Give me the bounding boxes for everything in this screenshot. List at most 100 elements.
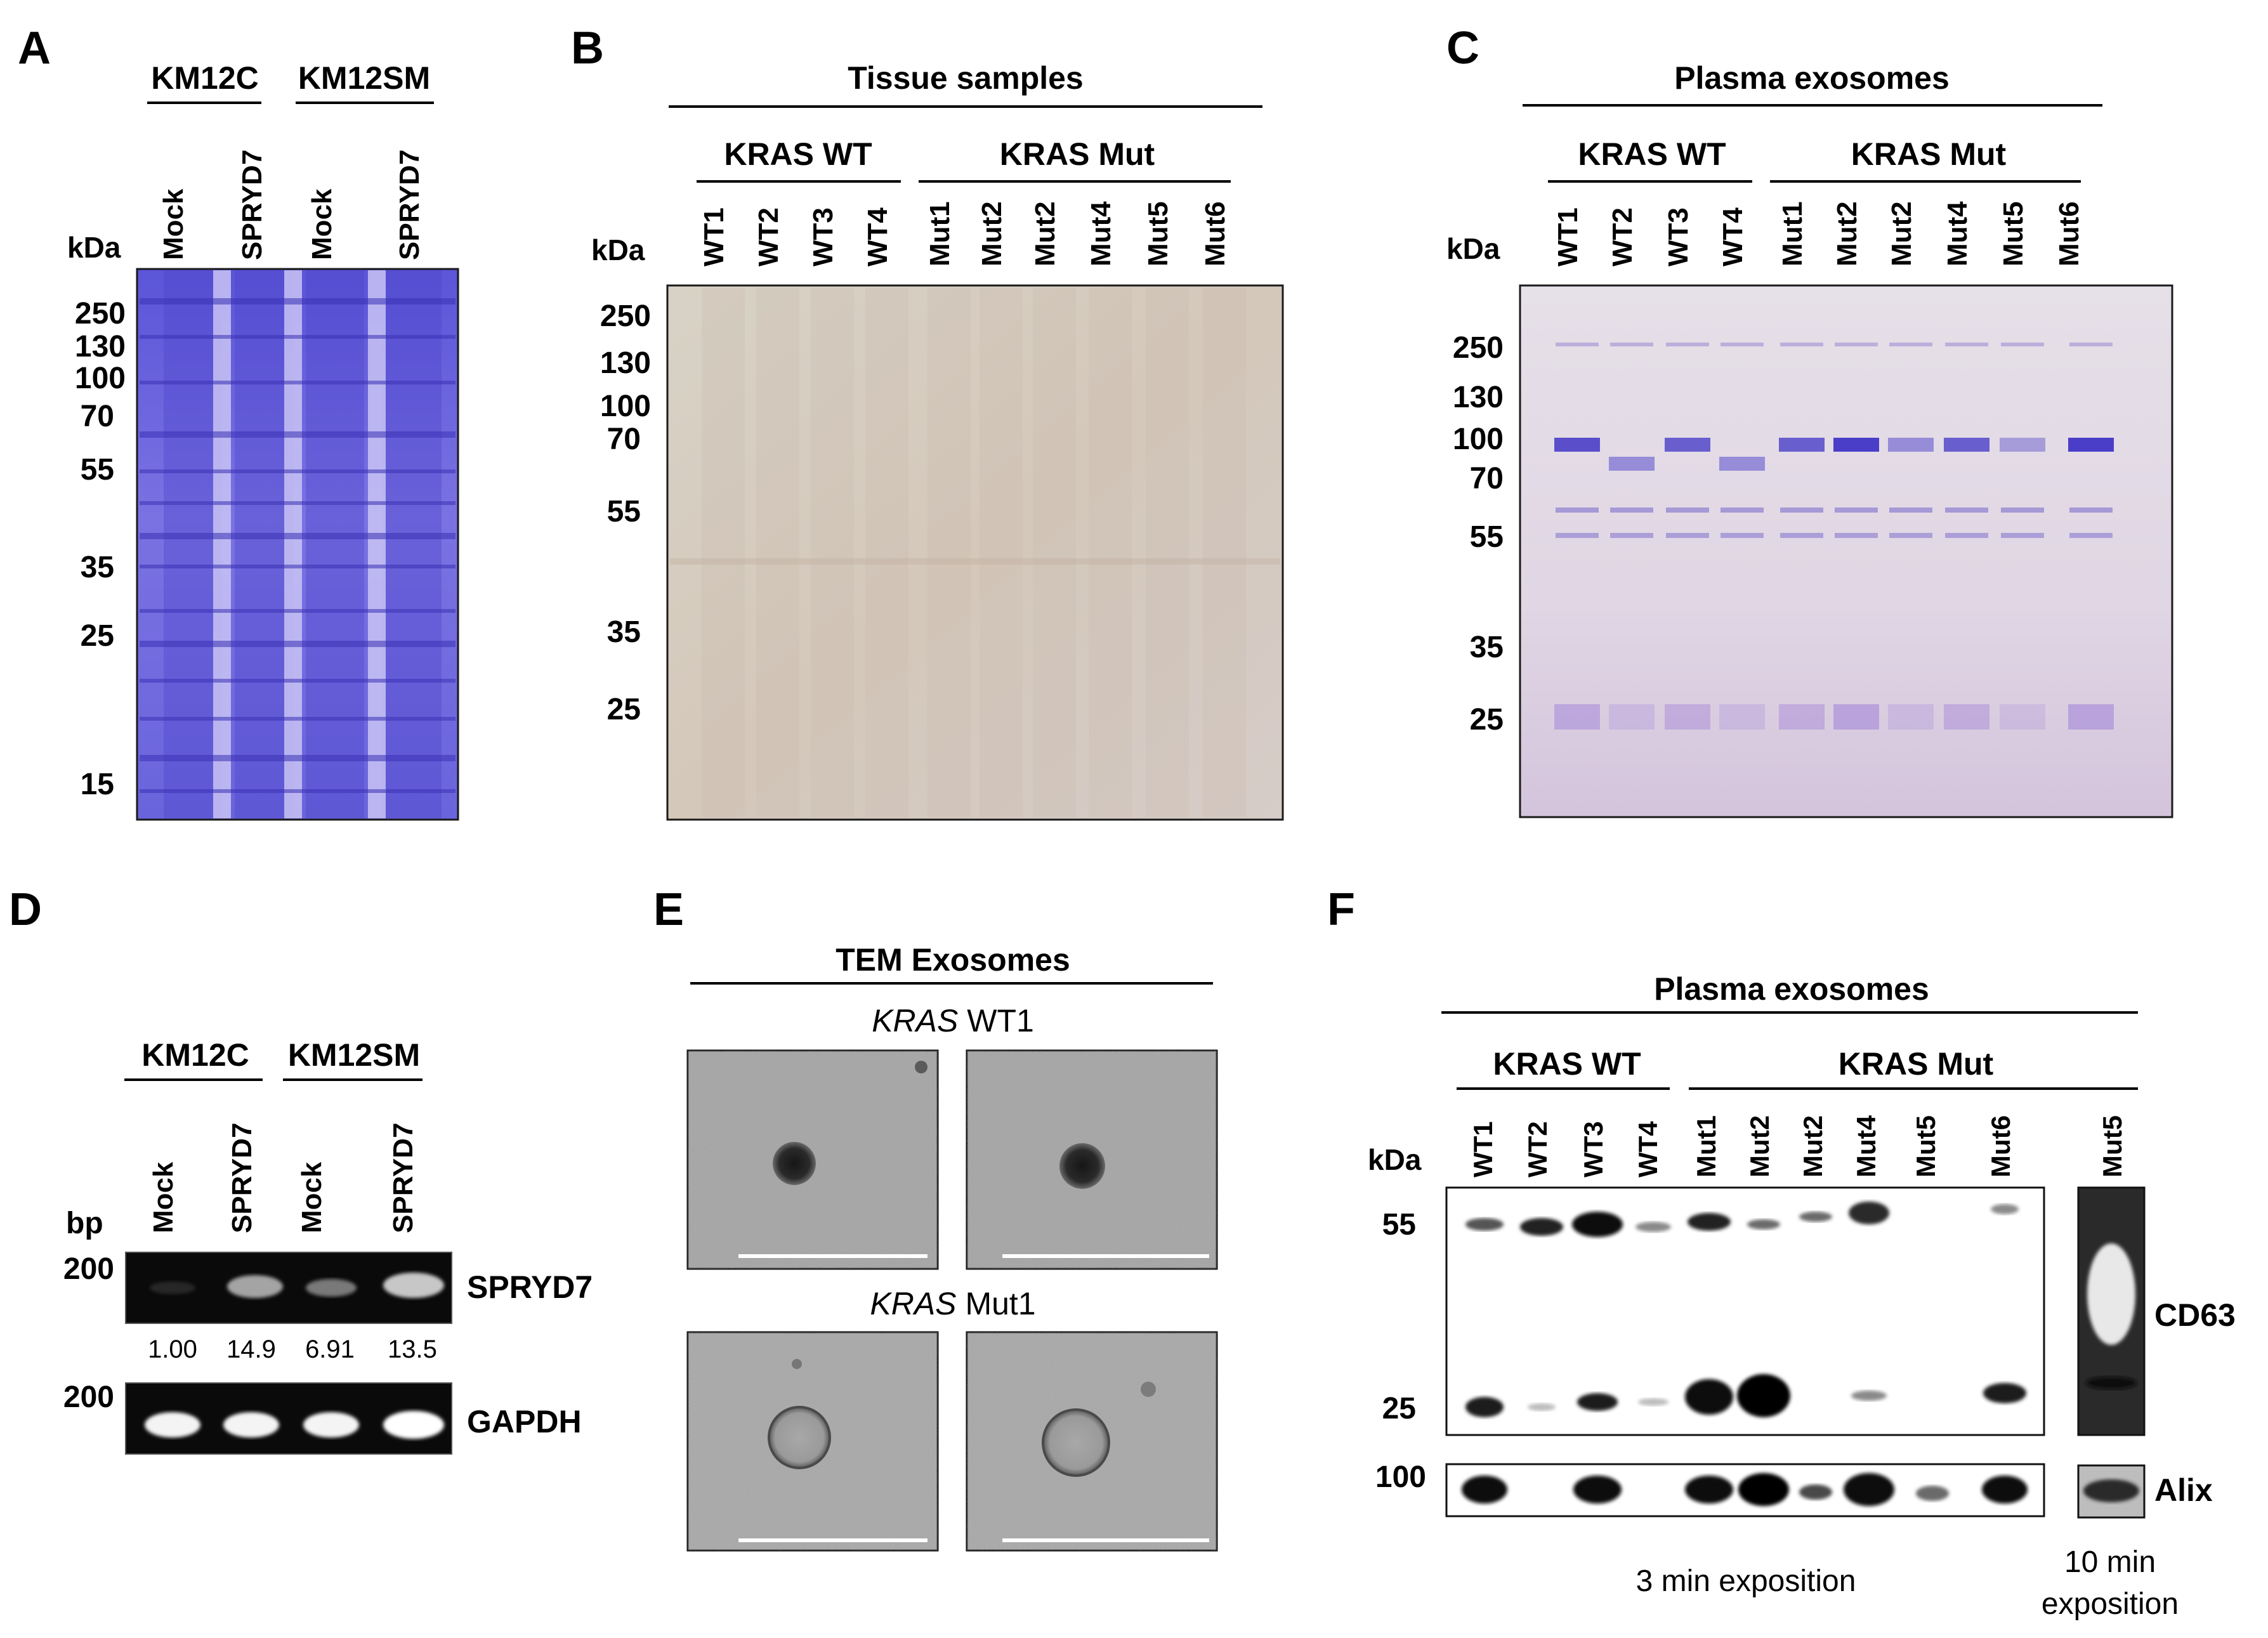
marker-25: 25: [1470, 703, 1504, 737]
band: [1610, 343, 1653, 346]
band: [1780, 508, 1823, 513]
band: [1835, 508, 1878, 513]
band: [2000, 704, 2045, 730]
group-label-km12sm-d: KM12SM: [288, 1037, 420, 1073]
band: [2001, 343, 2044, 346]
lane-label: WT4: [1633, 1121, 1663, 1177]
band: [2069, 508, 2113, 513]
marker-25: 25: [607, 693, 641, 726]
exposure-label-10min-line2: exposition: [2042, 1587, 2179, 1621]
panel-letter-c: C: [1446, 23, 1479, 74]
kda-label: kDa: [1446, 232, 1500, 265]
marker-200-top: 200: [63, 1252, 114, 1286]
western-blot-alix: [1445, 1463, 2045, 1517]
panel-c: C Plasma exosomes KRAS WT KRAS Mut WT1 WT…: [1446, 23, 2173, 818]
tissue-gel-b: [666, 284, 1284, 821]
band: [235, 270, 293, 818]
band: [140, 381, 456, 384]
lane-label: WT3: [1578, 1121, 1608, 1177]
band: [1889, 343, 1932, 346]
tem-image: [966, 1331, 1218, 1552]
lane-label: Mut4: [1851, 1115, 1881, 1177]
marker-100: 100: [600, 390, 651, 423]
band: [1945, 533, 1988, 538]
band: [1610, 533, 1653, 538]
lane-label: WT1: [698, 207, 730, 266]
panel-letter-f: F: [1327, 884, 1355, 935]
group-label-km12c-d: KM12C: [141, 1037, 249, 1073]
band: [1944, 704, 1989, 730]
band: [1944, 438, 1989, 452]
band: [140, 679, 456, 683]
sample-label-mut1: KRAS Mut1: [870, 1286, 1035, 1321]
lane-labels-c: WT1 WT2 WT3 WT4 Mut1 Mut2 Mut2 Mut4 Mut5 Mut6: [1552, 201, 2085, 266]
band: [140, 469, 456, 473]
lane-label: Mut2: [1798, 1115, 1828, 1177]
lane-label: Mut4: [1085, 201, 1117, 266]
band: [145, 1412, 200, 1438]
band: [1666, 508, 1709, 513]
band: [1780, 533, 1823, 538]
group-label-km12c: KM12C: [151, 60, 258, 96]
ratio-value: 1.00: [148, 1335, 197, 1363]
band: [1835, 343, 1878, 346]
lane-label: WT1: [1552, 207, 1583, 266]
band: [1888, 438, 1934, 452]
exposure-label-3min: 3 min exposition: [1636, 1564, 1856, 1598]
lane-label: WT2: [1607, 207, 1638, 266]
panel-letter-d: D: [9, 884, 42, 935]
lane-label: WT4: [862, 207, 893, 266]
band: [140, 641, 456, 647]
marker-130: 130: [600, 346, 651, 380]
marker-250: 250: [75, 297, 126, 331]
tem-image: [686, 1331, 939, 1552]
band: [2068, 438, 2114, 452]
lane-label: WT4: [1717, 207, 1748, 266]
band: [140, 717, 456, 721]
lane-label: Mut2: [1886, 201, 1917, 266]
protein-label-cd63: CD63: [2154, 1297, 2236, 1333]
marker-55: 55: [1470, 520, 1504, 554]
lane-label: WT3: [1663, 207, 1694, 266]
band: [865, 288, 908, 817]
band: [2000, 438, 2045, 452]
band: [1779, 704, 1825, 730]
marker-55: 55: [607, 495, 641, 528]
marker-55: 55: [81, 453, 114, 487]
group-label-kras-mut-f: KRAS Mut: [1839, 1046, 1994, 1082]
lane-label: SPRYD7: [237, 150, 268, 260]
band: [1779, 438, 1825, 452]
band: [2001, 508, 2044, 513]
band: [1665, 438, 1710, 452]
marker-100: 100: [1453, 423, 1504, 456]
lane-label: Mock: [296, 1162, 327, 1233]
marker-100: 100: [1375, 1460, 1426, 1494]
band: [1665, 704, 1710, 730]
marker-130: 130: [75, 330, 126, 364]
band: [150, 1281, 195, 1294]
western-blot-cd63: [1445, 1186, 2045, 1436]
lane-label: WT2: [753, 207, 784, 266]
group-label-kras-mut-b: KRAS Mut: [1000, 136, 1155, 172]
marker-25: 25: [81, 619, 114, 653]
band: [140, 335, 456, 339]
marker-15: 15: [81, 768, 114, 801]
band: [1203, 288, 1246, 817]
lane-label: Mut6: [2054, 201, 2085, 266]
panel-title-b: Tissue samples: [848, 60, 1084, 96]
band: [1556, 343, 1599, 346]
group-label-kras-mut-c: KRAS Mut: [1851, 136, 2007, 172]
band: [1609, 457, 1655, 471]
band: [164, 270, 222, 818]
tem-image: [686, 1049, 939, 1270]
lane-label: SPRYD7: [226, 1123, 258, 1233]
lane-label: Mut5: [1998, 201, 2029, 266]
band: [928, 288, 971, 817]
panel-letter-b: B: [571, 23, 604, 74]
band: [303, 1412, 359, 1438]
lane-label: Mut4: [1942, 201, 1973, 266]
lane-label: Mut5: [1911, 1115, 1941, 1177]
lane-label: Mut1: [1691, 1115, 1721, 1177]
band: [2069, 343, 2113, 346]
panel-letter-e: E: [653, 884, 684, 935]
